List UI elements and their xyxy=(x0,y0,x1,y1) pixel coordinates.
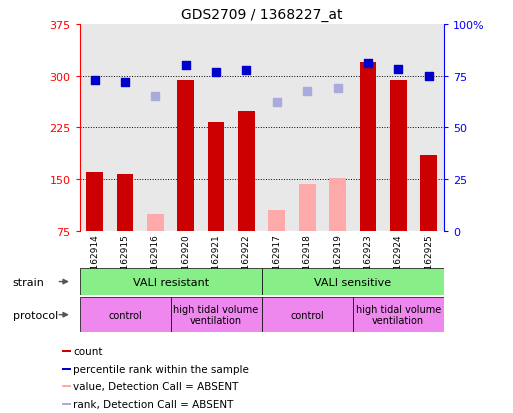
Point xyxy=(303,88,311,95)
Title: GDS2709 / 1368227_at: GDS2709 / 1368227_at xyxy=(181,8,342,22)
Bar xyxy=(238,112,255,231)
Bar xyxy=(329,178,346,231)
Bar xyxy=(140,25,170,231)
Text: rank, Detection Call = ABSENT: rank, Detection Call = ABSENT xyxy=(73,399,234,409)
Text: control: control xyxy=(108,310,142,320)
Bar xyxy=(62,350,71,352)
Bar xyxy=(170,25,201,231)
Bar xyxy=(201,25,231,231)
Text: protocol: protocol xyxy=(13,310,58,320)
Bar xyxy=(353,297,444,332)
Point xyxy=(151,94,160,100)
Bar xyxy=(208,123,225,231)
Bar xyxy=(80,297,170,332)
Text: count: count xyxy=(73,347,103,356)
Bar xyxy=(383,25,413,231)
Bar xyxy=(177,81,194,231)
Point xyxy=(273,99,281,106)
Text: VALI resistant: VALI resistant xyxy=(132,277,209,287)
Point xyxy=(242,68,250,74)
Bar xyxy=(299,185,315,231)
Point xyxy=(212,70,220,76)
Bar xyxy=(322,25,353,231)
Bar xyxy=(62,403,71,405)
Bar xyxy=(147,214,164,231)
Bar xyxy=(268,211,285,231)
Bar xyxy=(116,174,133,231)
Bar xyxy=(62,385,71,387)
Text: high tidal volume
ventilation: high tidal volume ventilation xyxy=(173,304,259,326)
Bar xyxy=(110,25,140,231)
Text: percentile rank within the sample: percentile rank within the sample xyxy=(73,364,249,374)
Bar xyxy=(231,25,262,231)
Text: high tidal volume
ventilation: high tidal volume ventilation xyxy=(356,304,441,326)
Point xyxy=(333,85,342,92)
Bar xyxy=(420,156,437,231)
Bar xyxy=(80,25,110,231)
Point xyxy=(91,78,99,85)
Point xyxy=(121,80,129,87)
Bar xyxy=(170,297,262,332)
Point xyxy=(394,66,402,73)
Bar xyxy=(262,268,444,295)
Bar xyxy=(413,25,444,231)
Bar xyxy=(353,25,383,231)
Text: VALI sensitive: VALI sensitive xyxy=(314,277,391,287)
Bar xyxy=(390,81,407,231)
Bar xyxy=(62,368,71,370)
Bar xyxy=(360,63,376,231)
Bar xyxy=(262,25,292,231)
Bar xyxy=(262,297,353,332)
Point xyxy=(182,63,190,69)
Bar xyxy=(86,173,103,231)
Text: strain: strain xyxy=(13,277,45,287)
Point xyxy=(364,61,372,67)
Text: value, Detection Call = ABSENT: value, Detection Call = ABSENT xyxy=(73,382,239,392)
Bar xyxy=(80,268,262,295)
Bar xyxy=(292,25,322,231)
Point xyxy=(424,73,432,80)
Text: control: control xyxy=(290,310,324,320)
